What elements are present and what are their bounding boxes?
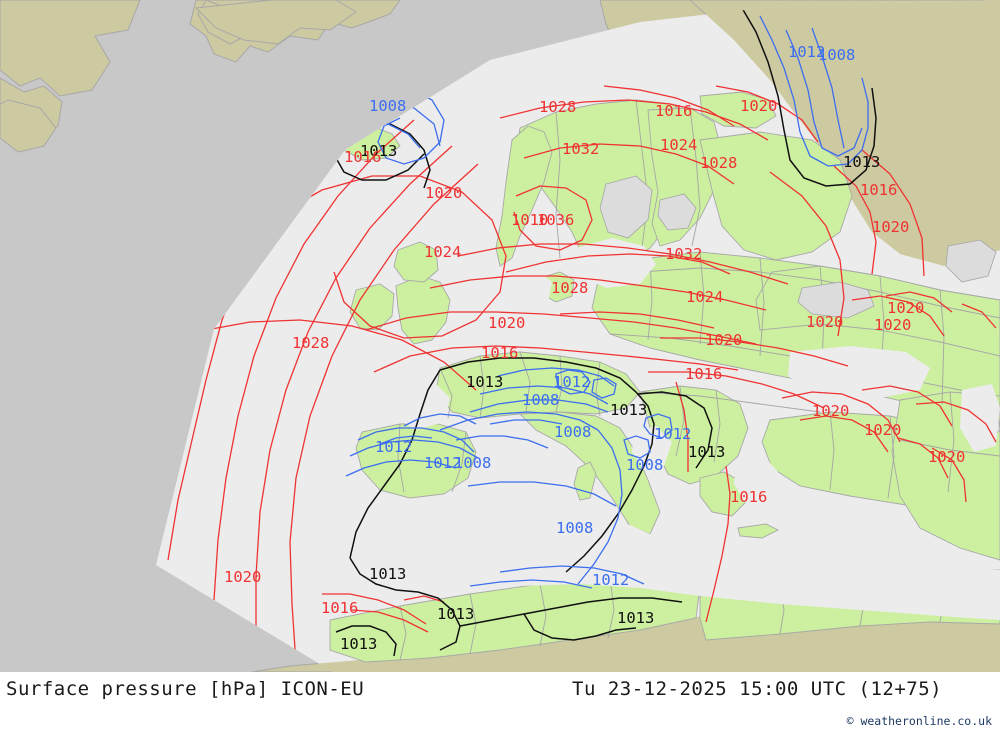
- isobar-label: 1032: [665, 245, 703, 263]
- isobar-label: 1020: [806, 313, 844, 331]
- isobar-label: 1012: [592, 571, 630, 589]
- isobar-label: 1013: [340, 635, 378, 653]
- isobar-label: 1020: [887, 299, 925, 317]
- isobar-label: 1013: [617, 609, 655, 627]
- isobar-label: 1013: [610, 401, 648, 419]
- isobar-label: 1020: [928, 448, 966, 466]
- isobar-label: 1010: [511, 211, 549, 229]
- isobar-label: 1020: [874, 316, 912, 334]
- isobar-label: 1028: [539, 98, 577, 116]
- isobar-label: 1013: [688, 443, 726, 461]
- map-canvas[interactable]: 1008 1013 1016 1028 1016 1020 1012 1008 1032 1024…: [0, 0, 1000, 672]
- isobar-label: 1008: [369, 97, 407, 115]
- sea-masks: [396, 238, 1000, 620]
- isobar-label: 1020: [864, 421, 902, 439]
- isobar-label: 1020: [425, 184, 463, 202]
- isobar-label: 1012: [553, 373, 591, 391]
- map-graphics: [0, 0, 1000, 672]
- isobar-label: 1016: [344, 148, 382, 166]
- isobar-label: 1013: [466, 373, 504, 391]
- isobar-label: 1008: [626, 456, 664, 474]
- isobar-label: 1032: [562, 140, 600, 158]
- isobar-label: 1024: [424, 243, 462, 261]
- isobar-label: 1016: [481, 344, 519, 362]
- isobar-label: 1024: [686, 288, 724, 306]
- isobar-label: 1008: [556, 519, 594, 537]
- isobar-label: 1013: [843, 153, 881, 171]
- chart-validity: Tu 23-12-2025 15:00 UTC (12+75): [572, 678, 943, 700]
- isobar-label: 1016: [321, 599, 359, 617]
- isobar-label: 1020: [488, 314, 526, 332]
- isobar-label: 1020: [705, 331, 743, 349]
- isobar-label: 1016: [730, 488, 768, 506]
- chart-footer: Surface pressure [hPa] ICON-EU Tu 23-12-…: [0, 672, 1000, 733]
- isobar-label: 1008: [454, 454, 492, 472]
- isobar-label: 1008: [818, 46, 856, 64]
- isobar-label: 1012: [788, 43, 826, 61]
- isobars-high: [167, 85, 997, 665]
- isobar-label: 1016: [860, 181, 898, 199]
- isobar-label: 1020: [224, 568, 262, 586]
- copyright-notice: © weatheronline.co.uk: [846, 714, 992, 728]
- isobar-label: 1016: [655, 102, 693, 120]
- isobar-label: 1024: [660, 136, 698, 154]
- isobar-label: 1020: [872, 218, 910, 236]
- isobars-reference: [335, 7, 877, 657]
- chart-title: Surface pressure [hPa] ICON-EU: [6, 678, 365, 700]
- isobars-low: [329, 15, 869, 589]
- isobar-label: 1008: [554, 423, 592, 441]
- isobar-label: 1016: [685, 365, 723, 383]
- isobar-label: 1020: [740, 97, 778, 115]
- isobar-label: 1013: [360, 142, 398, 160]
- isobar-label: 1028: [551, 279, 589, 297]
- isobar-label: 1028: [292, 334, 330, 352]
- isobar-label: 1020: [812, 402, 850, 420]
- isobar-label: 1012: [424, 454, 462, 472]
- land-ne-tan: [690, 0, 1000, 266]
- isobar-label: 1028: [700, 154, 738, 172]
- isobar-label: 1013: [437, 605, 475, 623]
- isobar-label: 1012: [654, 425, 692, 443]
- isobar-label: 1008: [522, 391, 560, 409]
- isobar-label: 1036: [537, 211, 575, 229]
- isobar-label: 1013: [369, 565, 407, 583]
- isobar-label: 1012: [375, 438, 413, 456]
